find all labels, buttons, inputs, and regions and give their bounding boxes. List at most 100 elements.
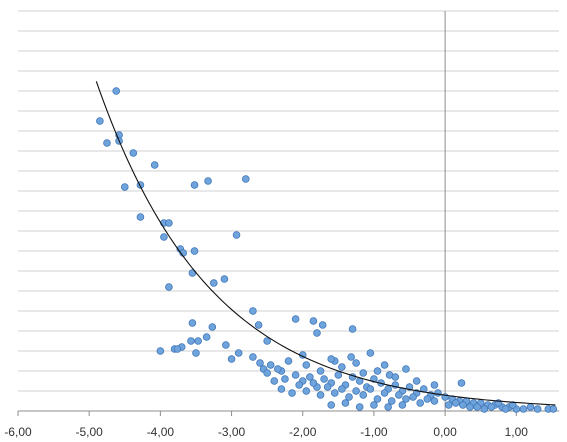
data-point [302,387,311,395]
data-point [359,369,368,377]
x-tick-label: 1,00 [505,425,529,439]
data-point [277,385,286,393]
x-tick-label: -4,00 [147,425,175,439]
data-point [190,181,199,189]
data-point [457,379,466,387]
data-point [480,405,489,413]
data-point [359,391,368,399]
data-point [501,405,510,413]
data-point [348,325,357,333]
data-point [355,403,364,411]
data-point [160,233,168,241]
data-point [249,353,257,361]
data-point [327,401,336,409]
data-point [352,359,360,367]
data-point [451,399,460,407]
data-point [188,319,197,327]
data-point [241,175,250,183]
data-point [430,397,439,405]
data-point [112,87,121,95]
data-point [327,355,336,363]
data-point [318,321,327,329]
data-point [533,405,542,413]
data-point [334,371,343,379]
data-point [391,373,400,381]
data-point [209,279,218,287]
data-point [466,403,474,411]
data-point [173,345,182,353]
data-point [313,329,321,337]
data-point [398,401,407,409]
data-point [384,403,392,411]
data-point [347,353,355,361]
data-point [266,361,275,369]
data-point [416,399,424,407]
data-point [96,117,104,125]
data-point [508,401,517,409]
data-point [373,367,382,375]
data-point [306,373,314,381]
data-point [395,391,403,399]
data-point [190,247,199,255]
data-point [295,381,303,389]
data-point [330,389,339,397]
data-point [234,349,243,357]
data-point [281,375,289,383]
x-tick-label: 0,00 [433,425,457,439]
data-point [249,307,257,315]
data-point [291,315,300,323]
data-point [380,389,389,397]
data-point [156,347,165,355]
data-point [165,219,173,227]
data-point [323,383,332,391]
data-point [366,349,375,357]
data-point [459,401,467,409]
data-point [288,389,296,397]
data-point [192,349,200,357]
data-point [444,401,453,409]
data-point [338,385,346,393]
data-point [165,283,173,291]
data-point [309,379,318,387]
data-point [254,321,263,329]
data-points [96,87,558,413]
data-point [129,149,138,157]
gridlines [18,10,559,392]
data-point [402,365,410,373]
data-point [352,387,360,395]
data-point [345,393,353,401]
x-tick-label: -5,00 [76,425,104,439]
data-point [263,369,271,377]
data-point [373,395,382,403]
data-point [519,405,528,413]
data-point [227,355,236,363]
data-point [194,337,202,345]
data-point [103,139,111,147]
data-point [208,323,217,331]
data-point [402,395,410,403]
data-point [412,377,421,385]
data-point [263,337,271,345]
data-point [473,403,481,411]
data-point [526,403,535,411]
data-point [204,177,212,185]
data-point [284,357,293,365]
data-point [220,275,229,283]
x-tick-label: -6,00 [4,425,32,439]
data-point [256,359,264,367]
data-point [487,403,496,411]
data-point [291,371,300,379]
data-point [370,401,378,409]
data-point [434,389,442,397]
data-point [409,393,417,401]
trendline [95,81,556,406]
data-point [549,405,558,413]
data-point [338,363,346,371]
x-tick-labels: -6,00 -5,00 -4,00 -3,00 -2,00 -1,00 0,00 1,00 [4,411,528,439]
data-point [302,361,311,369]
x-tick-label: -1,00 [360,425,388,439]
data-point [222,341,230,349]
data-point [274,365,282,373]
x-tick-label: -3,00 [218,425,246,439]
